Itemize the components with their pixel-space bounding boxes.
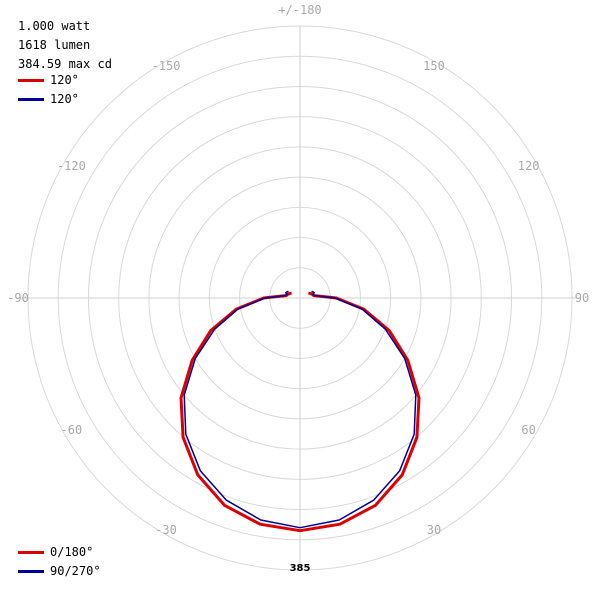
max-value-label: 385 <box>290 563 311 574</box>
max-candela-label: 384.59 max cd <box>18 57 112 71</box>
legend-swatch <box>18 97 44 101</box>
angle-tick-label: -150 <box>152 59 181 73</box>
legend-swatch <box>18 78 44 82</box>
series-90-270-curve <box>183 290 417 529</box>
angle-tick-label: -90 <box>7 291 29 305</box>
angle-tick-label: -60 <box>61 423 83 437</box>
angle-tick-label: -120 <box>57 159 86 173</box>
legend-bottom-item-2: 90/270° <box>18 564 101 578</box>
angle-tick-labels: +/-180 -150 150 -120 120 -90 90 -60 60 -30 30 <box>7 3 589 537</box>
legend-label: 120° <box>50 73 79 87</box>
angle-tick-label: 90 <box>575 291 589 305</box>
legend-top-item-2: 120° <box>18 92 79 106</box>
lumen-label: 1618 lumen <box>18 38 91 52</box>
angle-tick-label: 120 <box>518 159 540 173</box>
angle-tick-label: 150 <box>423 59 445 73</box>
legend-top-item-1: 120° <box>18 73 79 87</box>
angle-tick-label: -30 <box>155 523 177 537</box>
legend-label: 90/270° <box>50 564 101 578</box>
angle-tick-label: +/-180 <box>278 3 321 17</box>
angle-tick-label: 60 <box>521 423 535 437</box>
legend-swatch <box>18 550 44 554</box>
legend-label: 120° <box>50 92 79 106</box>
legend-bottom-item-1: 0/180° <box>18 545 93 559</box>
legend-label: 0/180° <box>50 545 94 559</box>
power-label: 1.000 watt <box>18 19 91 33</box>
legend-swatch <box>18 569 44 573</box>
intensity-curves <box>179 290 421 533</box>
polar-grid <box>20 25 580 571</box>
angle-tick-label: 30 <box>427 523 441 537</box>
